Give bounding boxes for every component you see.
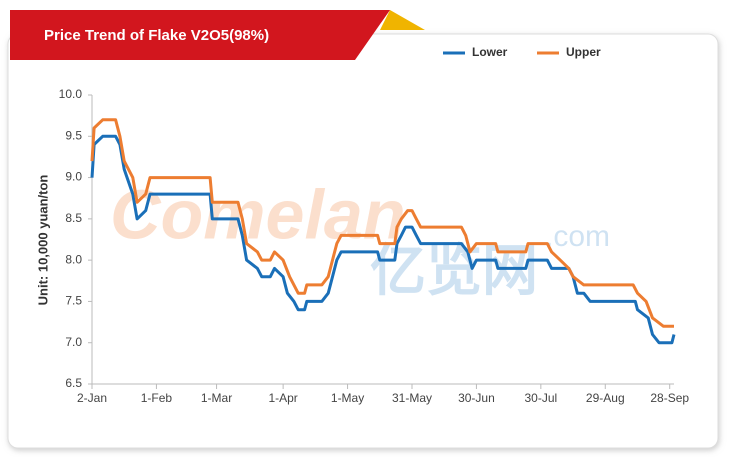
x-tick-label: 29-Aug	[586, 391, 625, 405]
banner	[10, 10, 390, 60]
line	[90, 118, 674, 328]
x-tick-label: 1-May	[331, 391, 364, 405]
chart-title: Price Trend of Flake V2O5(98%)	[44, 27, 269, 44]
x-tick-label: 2-Jan	[77, 391, 107, 405]
x-tick-label: 30-Jul	[525, 391, 558, 405]
watermark-domain: .com	[545, 220, 610, 253]
y-tick-label: 7.5	[65, 294, 82, 308]
watermark: Comelan .com 亿览网	[110, 175, 610, 301]
x-tick-label: 28-Sep	[650, 391, 689, 405]
watermark-brand: Comelan	[110, 175, 406, 253]
y-tick-label: 9.0	[65, 170, 82, 184]
legend-label: Lower	[472, 45, 508, 59]
x-tick-label: 30-Jun	[458, 391, 495, 405]
y-tick-label: 7.0	[65, 335, 82, 349]
banner-fold	[380, 10, 425, 30]
watermark-chinese: 亿览网	[370, 239, 538, 302]
x-tick-label: 31-May	[392, 391, 432, 405]
y-tick-label: 6.5	[65, 376, 82, 390]
y-tick-label: 9.5	[65, 128, 82, 142]
x-tick-label: 1-Apr	[268, 391, 297, 405]
x-tick-label: 1-Feb	[141, 391, 173, 405]
y-tick-label: 10.0	[59, 87, 83, 101]
y-tick-label: 8.5	[65, 211, 82, 225]
legend-label: Upper	[566, 45, 601, 59]
x-tick-label: 1-Mar	[201, 391, 232, 405]
y-axis-label: Unit: 10,000 yuan/ton	[35, 175, 50, 306]
y-tick-label: 8.0	[65, 252, 82, 266]
